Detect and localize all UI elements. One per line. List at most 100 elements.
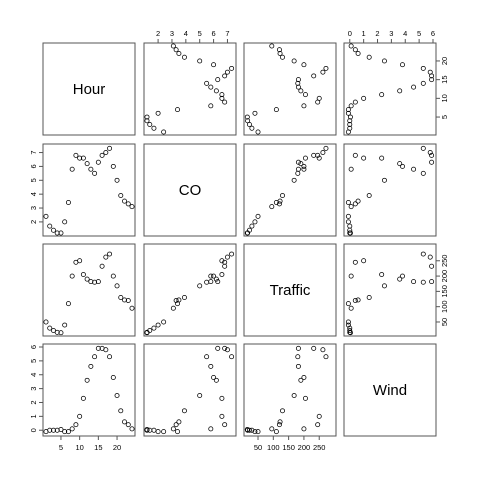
panel-traffic-co xyxy=(143,243,237,337)
point-co-vs-traffic-10 xyxy=(302,155,308,161)
point-hour-vs-co-1 xyxy=(151,125,157,131)
point-co-vs-hour-14 xyxy=(95,159,101,165)
point-traffic-vs-co-9 xyxy=(219,258,225,264)
point-co-vs-traffic-5 xyxy=(252,219,258,225)
point-hour-vs-traffic-21 xyxy=(277,51,283,56)
y-tick-label-hour-3: 20 xyxy=(440,57,449,65)
panel-traffic-hour xyxy=(42,243,136,337)
point-wind-vs-traffic-8 xyxy=(315,422,321,428)
point-hour-vs-co-5 xyxy=(155,110,161,116)
point-traffic-vs-hour-5 xyxy=(62,322,68,328)
point-hour-vs-wind-6 xyxy=(345,107,351,113)
x-tick-label-wind-4: 4 xyxy=(403,29,407,38)
point-wind-vs-traffic-9 xyxy=(316,413,322,419)
x-tick-label-co-3: 4 xyxy=(184,29,188,38)
point-co-vs-wind-9 xyxy=(361,155,367,161)
point-co-vs-wind-18 xyxy=(400,163,405,169)
x-tick-label-traffic-5: 250 xyxy=(313,443,326,452)
point-traffic-vs-hour-1 xyxy=(47,325,53,331)
panel-hour-traffic xyxy=(243,42,337,136)
point-traffic-vs-wind-2 xyxy=(347,328,353,334)
point-hour-vs-traffic-4 xyxy=(244,114,250,120)
point-traffic-vs-wind-5 xyxy=(345,322,351,328)
point-traffic-vs-co-19 xyxy=(197,283,203,289)
point-traffic-vs-wind-9 xyxy=(361,258,367,264)
point-hour-vs-co-14 xyxy=(215,77,221,83)
point-wind-vs-co-7 xyxy=(208,426,214,432)
point-traffic-vs-hour-19 xyxy=(114,283,120,289)
x-tick-label-co-1: 2 xyxy=(156,29,160,38)
point-co-vs-traffic-22 xyxy=(276,201,282,207)
point-hour-vs-wind-2 xyxy=(347,122,353,127)
point-hour-vs-traffic-17 xyxy=(323,65,329,71)
point-traffic-vs-hour-23 xyxy=(129,305,135,311)
point-hour-vs-co-6 xyxy=(175,107,180,113)
point-wind-vs-co-0 xyxy=(161,429,167,435)
panel-hour-wind xyxy=(343,42,437,136)
point-co-vs-hour-0 xyxy=(43,213,49,219)
x-tick-label-wind-0: 0 xyxy=(348,29,352,38)
point-traffic-vs-co-16 xyxy=(224,254,230,260)
point-co-vs-traffic-20 xyxy=(280,193,285,199)
point-co-vs-wind-19 xyxy=(381,177,387,183)
point-hour-vs-co-11 xyxy=(213,88,219,94)
panel-wind-wind xyxy=(343,343,437,437)
point-hour-vs-traffic-14 xyxy=(295,77,301,83)
x-tick-label-wind-5: 5 xyxy=(417,29,421,38)
point-hour-vs-traffic-15 xyxy=(311,73,317,79)
point-traffic-vs-wind-21 xyxy=(355,297,361,303)
point-traffic-vs-wind-17 xyxy=(420,251,426,257)
point-wind-vs-traffic-11 xyxy=(298,377,304,383)
point-wind-vs-traffic-6 xyxy=(273,429,279,435)
point-wind-vs-co-13 xyxy=(204,354,210,360)
point-traffic-vs-co-21 xyxy=(176,297,182,303)
point-wind-vs-hour-11 xyxy=(84,377,90,383)
point-co-vs-traffic-1 xyxy=(249,223,255,229)
point-traffic-vs-hour-9 xyxy=(77,258,83,264)
point-traffic-vs-co-1 xyxy=(151,325,157,331)
point-co-vs-traffic-16 xyxy=(320,150,326,156)
point-co-vs-hour-5 xyxy=(62,219,68,225)
point-hour-vs-traffic-13 xyxy=(295,80,301,86)
point-hour-vs-traffic-16 xyxy=(320,69,326,75)
point-co-vs-wind-15 xyxy=(429,152,435,158)
point-wind-vs-hour-18 xyxy=(110,375,116,380)
panel-co-hour xyxy=(42,143,136,237)
point-wind-vs-co-12 xyxy=(208,363,214,369)
y-tick-label-traffic-3: 150 xyxy=(440,285,449,298)
y-tick-label-co-3: 4 xyxy=(29,192,38,196)
panel-traffic-traffic xyxy=(243,243,337,337)
y-tick-label-hour-0: 5 xyxy=(440,115,449,119)
point-hour-vs-wind-11 xyxy=(397,88,403,94)
variable-label-traffic: Traffic xyxy=(270,282,311,299)
point-traffic-vs-hour-10 xyxy=(80,272,86,278)
point-wind-vs-co-1 xyxy=(151,427,157,433)
point-traffic-vs-wind-20 xyxy=(366,295,372,300)
point-hour-vs-traffic-18 xyxy=(301,62,307,68)
point-co-vs-wind-12 xyxy=(411,166,417,172)
point-co-vs-hour-15 xyxy=(99,152,105,158)
point-wind-vs-traffic-16 xyxy=(320,347,326,353)
point-co-vs-traffic-4 xyxy=(244,230,250,236)
point-hour-vs-wind-19 xyxy=(381,58,387,64)
y-tick-label-traffic-5: 250 xyxy=(440,255,449,268)
point-wind-vs-traffic-5 xyxy=(252,429,258,435)
point-hour-vs-co-23 xyxy=(170,43,176,49)
point-traffic-vs-hour-22 xyxy=(125,298,131,304)
point-traffic-vs-co-23 xyxy=(170,305,176,311)
point-co-vs-traffic-15 xyxy=(311,152,317,158)
point-wind-vs-co-4 xyxy=(144,427,150,433)
point-hour-vs-wind-14 xyxy=(429,77,435,83)
point-co-vs-wind-17 xyxy=(420,145,426,151)
point-hour-vs-co-15 xyxy=(222,73,228,79)
point-co-vs-traffic-14 xyxy=(295,159,301,165)
point-hour-vs-co-3 xyxy=(144,118,150,124)
point-co-vs-traffic-11 xyxy=(298,161,304,167)
point-wind-vs-co-21 xyxy=(176,419,182,425)
point-hour-vs-wind-18 xyxy=(400,62,405,68)
x-tick-label-traffic-4: 200 xyxy=(298,443,311,452)
point-hour-vs-wind-17 xyxy=(420,65,426,71)
point-wind-vs-hour-10 xyxy=(80,395,86,401)
point-hour-vs-co-20 xyxy=(181,54,187,60)
point-hour-vs-wind-7 xyxy=(348,103,354,109)
